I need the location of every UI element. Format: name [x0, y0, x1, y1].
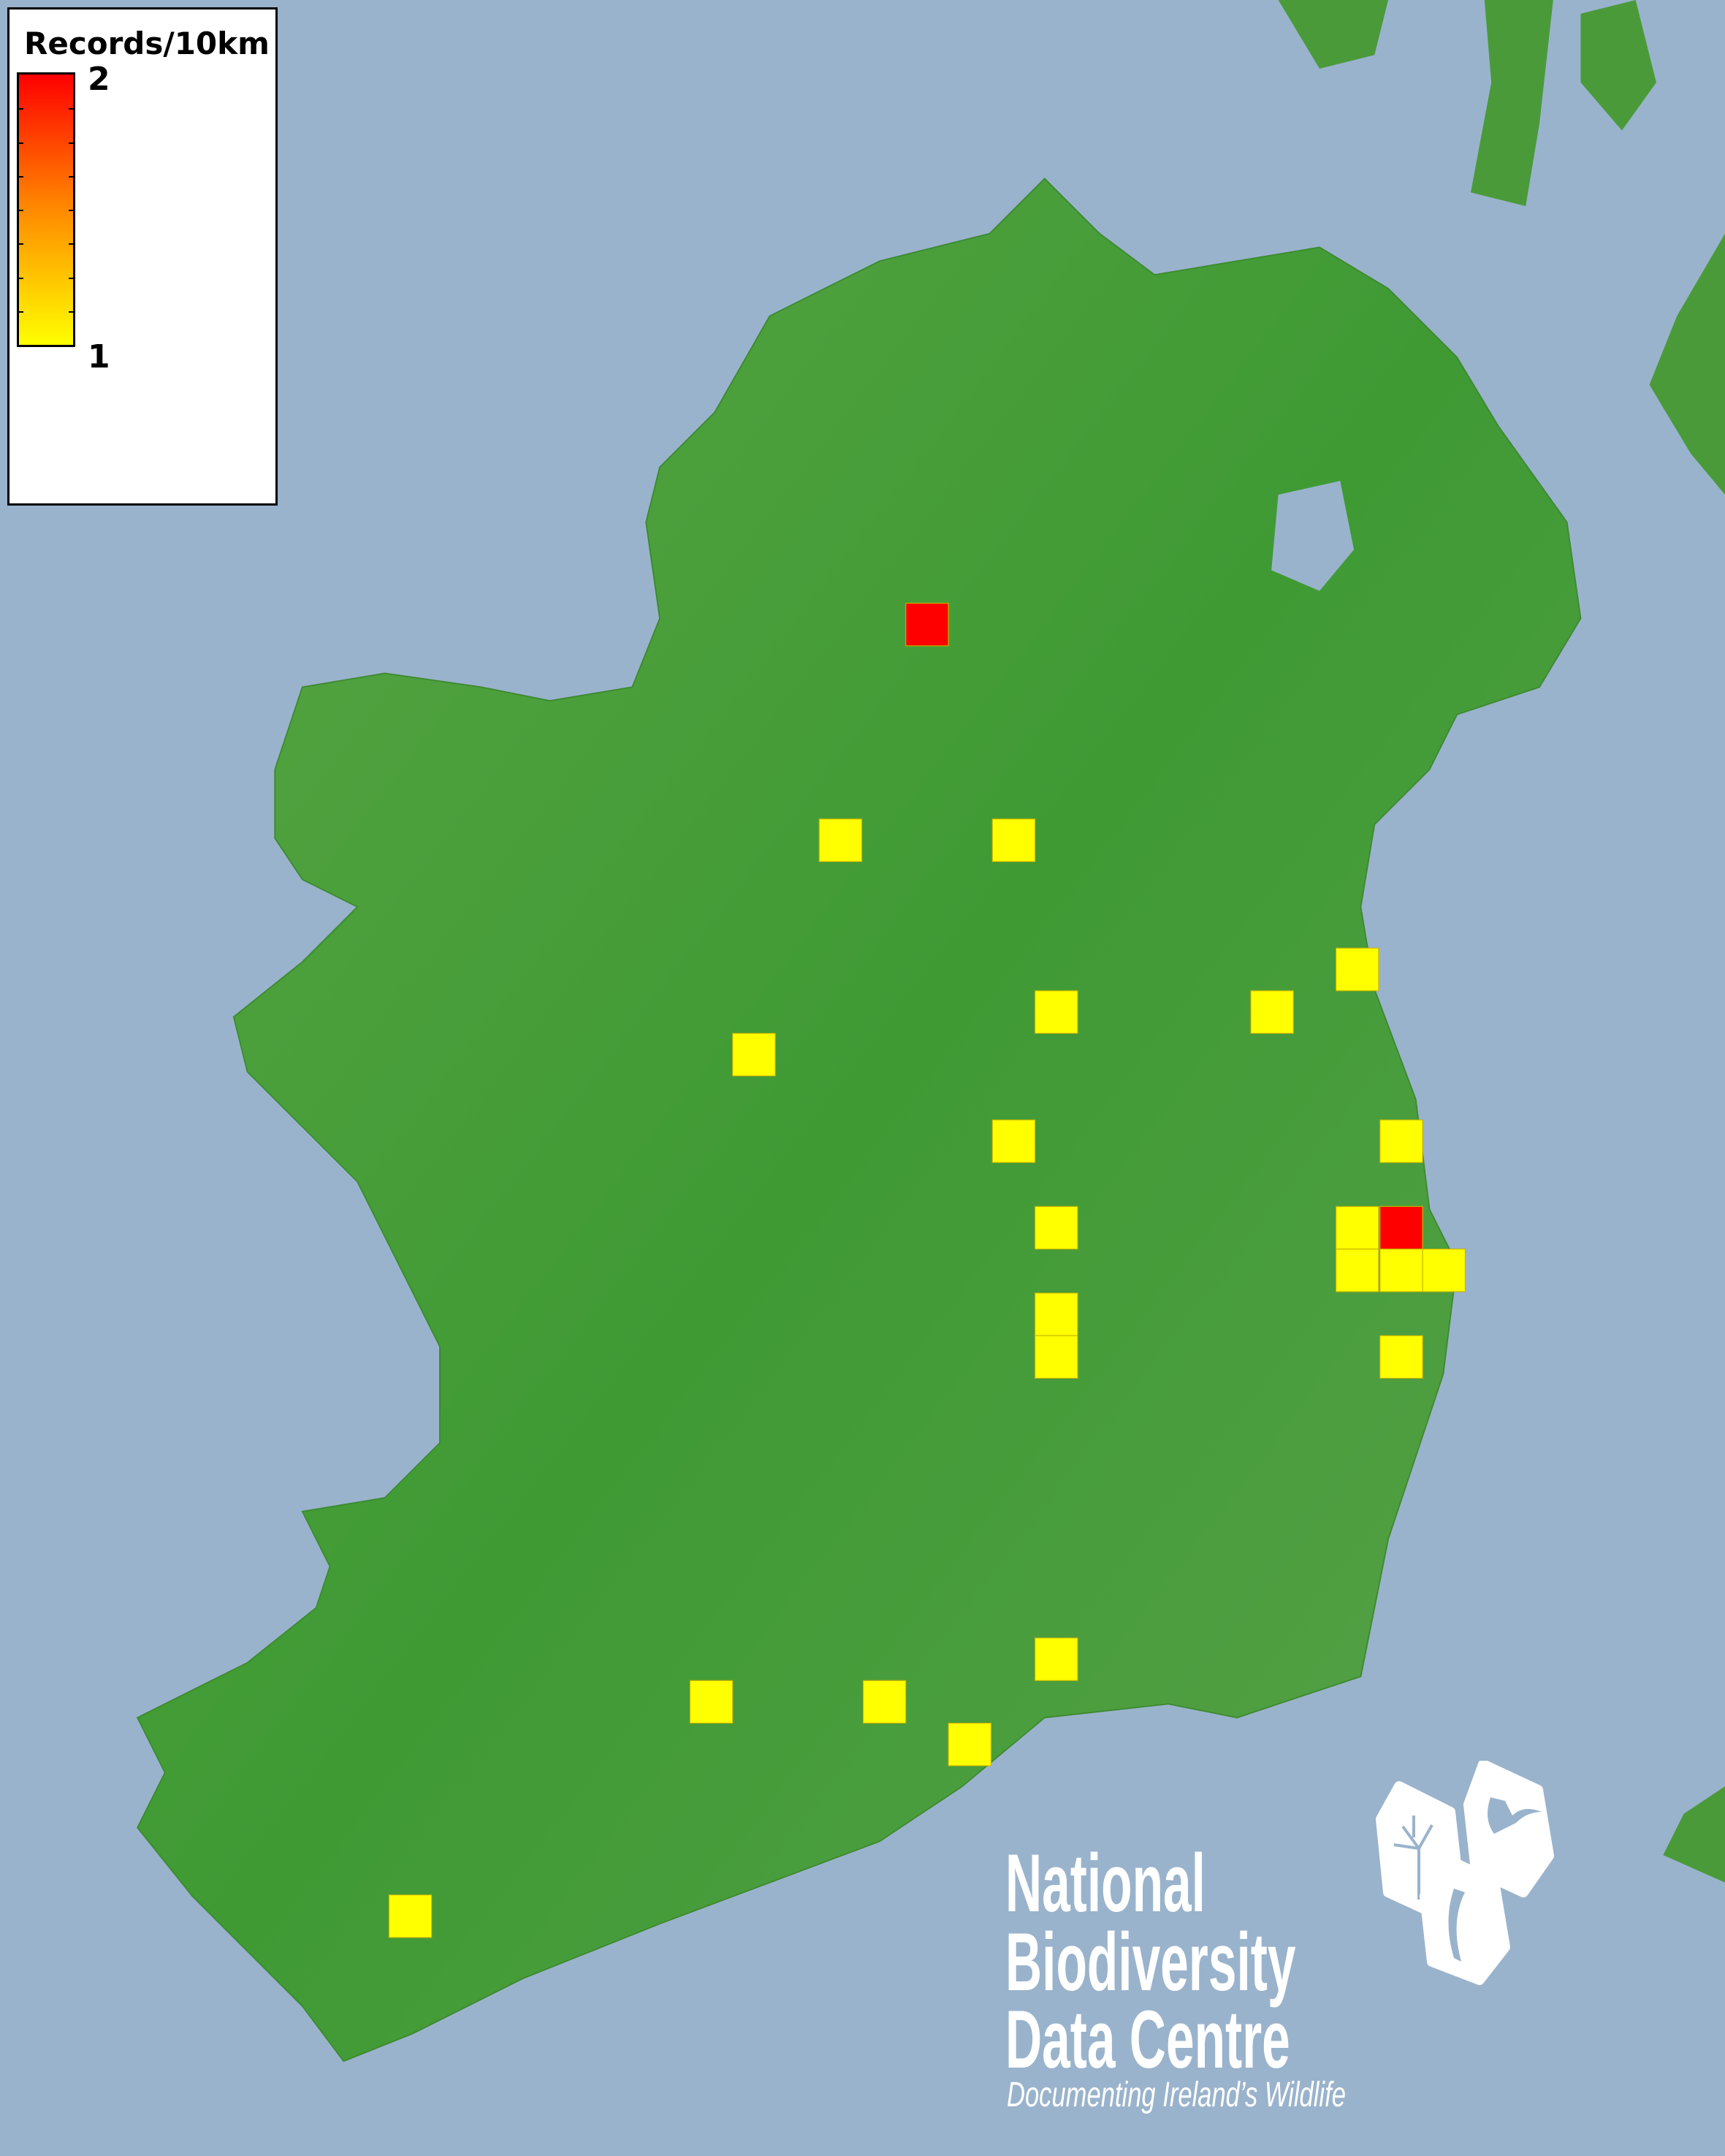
record-square: [905, 603, 949, 647]
record-square: [1250, 990, 1294, 1034]
record-square: [388, 1894, 433, 1938]
logo-line-3: Data Centre: [1005, 1994, 1290, 2085]
seahorse-icon: [1420, 1851, 1510, 1985]
record-square: [1035, 1335, 1078, 1379]
record-square: [1035, 1637, 1078, 1681]
legend-title: Records/10km: [24, 26, 270, 61]
record-square: [732, 1032, 776, 1077]
legend-max-label: 2: [88, 61, 110, 98]
legend-min-label: 1: [88, 338, 110, 376]
butterfly-icon: [1463, 1761, 1554, 1897]
record-square: [1379, 1335, 1423, 1379]
ireland-landmass: [136, 178, 1582, 2062]
record-square: [1336, 1249, 1379, 1292]
record-square: [1379, 1119, 1423, 1163]
legend-color-bar: [17, 72, 75, 347]
record-square: [818, 818, 863, 862]
record-square: [1035, 1205, 1078, 1250]
logo-line-2: Biodiversity: [1005, 1916, 1296, 2008]
record-square: [1379, 1205, 1423, 1250]
record-square: [1336, 948, 1379, 991]
record-square: [1336, 1205, 1379, 1250]
logo-tagline: Documenting Ireland’s Wildlife: [1007, 2076, 1346, 2114]
logo-line-1: National: [1005, 1837, 1206, 1929]
record-square: [991, 1119, 1036, 1163]
records-grid: [388, 603, 1466, 1938]
record-square: [1035, 1292, 1078, 1336]
record-square: [862, 1680, 907, 1724]
lough-neagh: [1271, 481, 1355, 591]
record-square: [1422, 1249, 1466, 1292]
logo-icons: [1376, 1761, 1554, 1985]
record-square: [689, 1680, 734, 1724]
legend: Records/10km 2 1: [7, 7, 278, 506]
record-square: [948, 1722, 991, 1767]
record-square: [1379, 1249, 1423, 1292]
record-square: [991, 818, 1036, 862]
record-square: [1035, 990, 1078, 1034]
